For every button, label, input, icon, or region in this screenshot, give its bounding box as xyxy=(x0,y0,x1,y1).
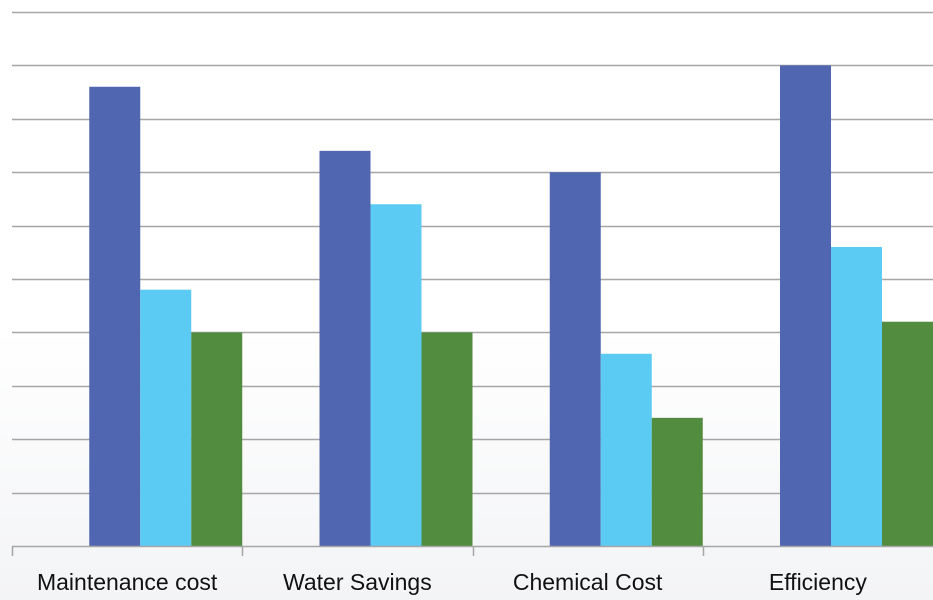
bar-series-3 xyxy=(651,417,703,546)
bar-series-2 xyxy=(600,353,652,546)
bar-series-1 xyxy=(89,86,141,546)
bar-series-3 xyxy=(421,332,473,546)
x-tick-label: Maintenance cost xyxy=(37,569,218,595)
bars xyxy=(89,65,933,547)
category-labels: Maintenance cost Water Savings Chemical Co… xyxy=(37,569,867,595)
x-tick-label: Chemical Cost xyxy=(513,569,663,595)
x-axis xyxy=(11,545,933,556)
bar-series-1 xyxy=(319,150,371,546)
bar-series-3 xyxy=(882,321,933,546)
x-tick-label: Water Savings xyxy=(283,569,432,595)
bar-series-3 xyxy=(191,332,243,546)
bar-series-2 xyxy=(831,246,882,546)
x-tick-label: Efficiency xyxy=(769,569,868,595)
bar-series-1 xyxy=(549,172,601,546)
bar-series-1 xyxy=(780,65,831,547)
bar-series-2 xyxy=(370,204,422,547)
bar-series-2 xyxy=(140,289,192,546)
